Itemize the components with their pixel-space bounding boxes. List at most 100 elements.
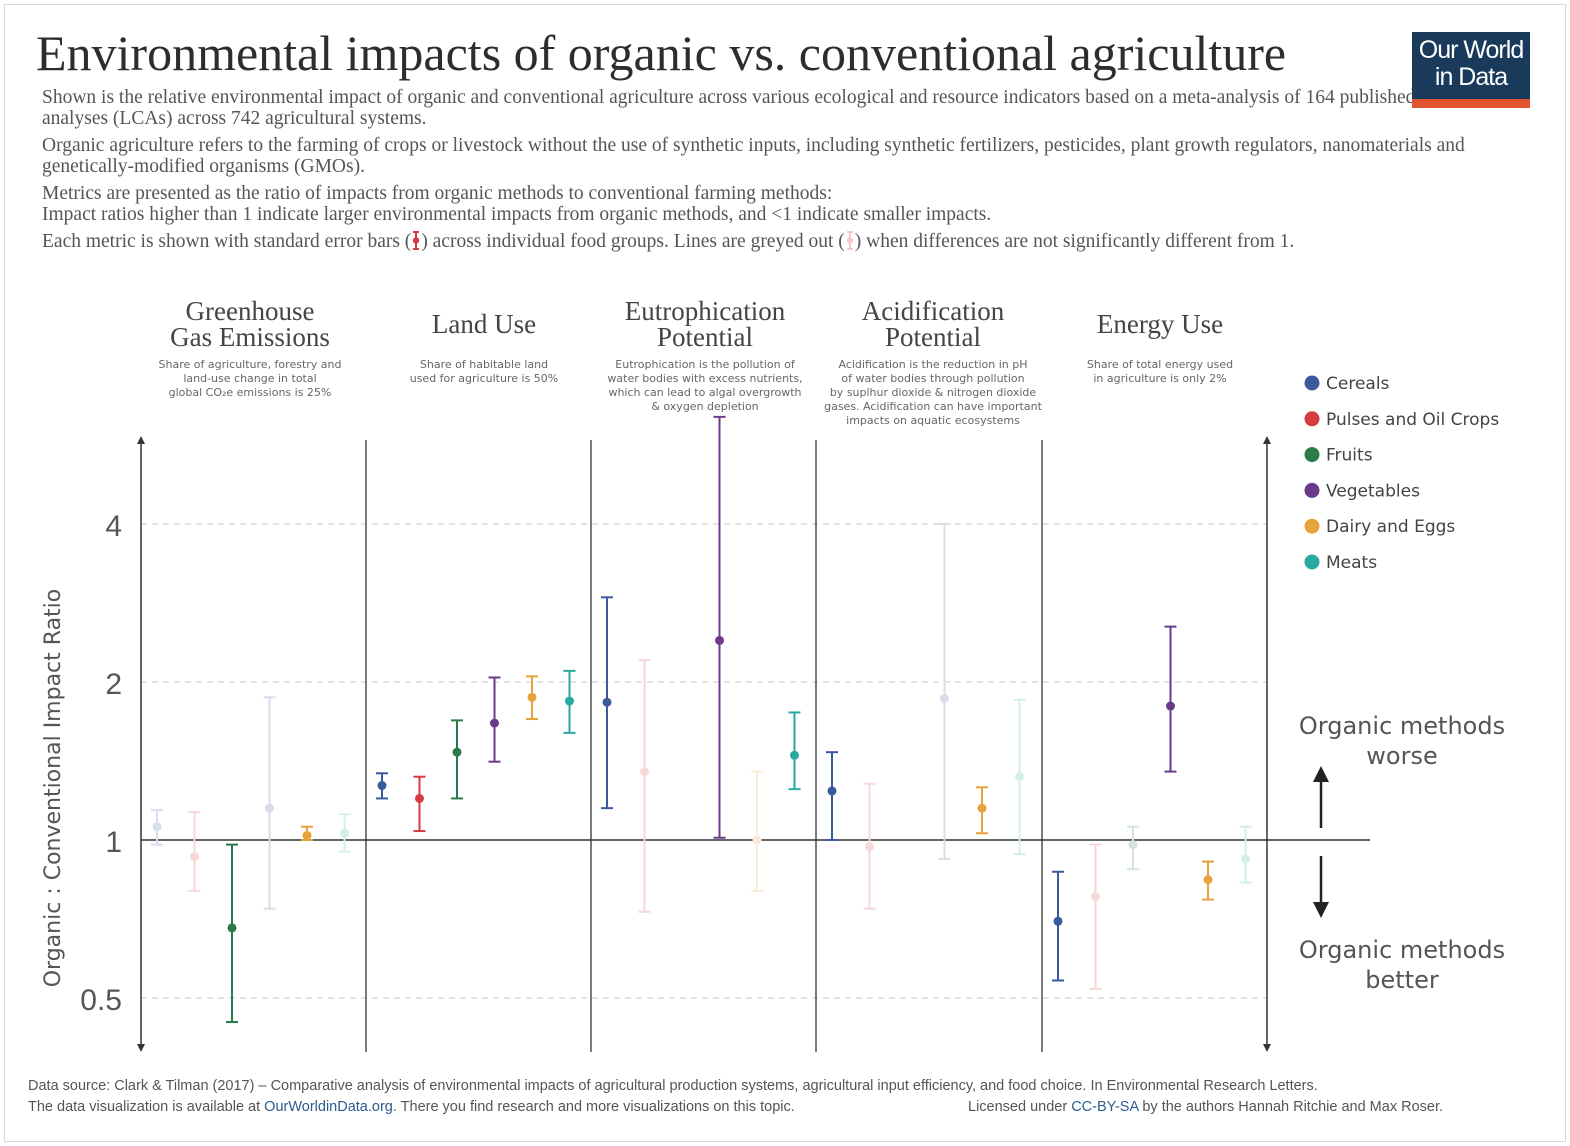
panel-note-line: Acidification is the reduction in pH bbox=[839, 358, 1028, 371]
greyed-errorbar-icon bbox=[846, 231, 853, 250]
y-tick-label: 4 bbox=[105, 510, 122, 543]
panel-note-line: Eutrophication is the pollution of bbox=[615, 358, 796, 371]
point-cereals bbox=[602, 697, 612, 707]
point-cereals bbox=[1053, 916, 1063, 926]
left-axis-arrowhead-up bbox=[137, 436, 145, 444]
panel-title-line: Greenhouse bbox=[186, 296, 315, 326]
panel-note-line: of water bodies through pollution bbox=[841, 372, 1024, 385]
annotation-better-line: Organic methods bbox=[1299, 936, 1505, 964]
panel-note-line: water bodies with excess nutrients, bbox=[607, 372, 802, 385]
panel-note-line: impacts on aquatic ecosystems bbox=[846, 414, 1020, 427]
panel-note-line: gases. Acidification can have important bbox=[824, 400, 1042, 413]
legend-label: Meats bbox=[1326, 553, 1377, 573]
point-dairy-and-eggs bbox=[527, 692, 537, 702]
panel-title-line: Gas Emissions bbox=[170, 322, 330, 352]
panel-note-line: global CO₂e emissions is 25% bbox=[169, 386, 332, 399]
better-arrow-icon bbox=[1313, 902, 1329, 918]
point-vegetables bbox=[490, 718, 499, 728]
point-cereals bbox=[152, 822, 162, 832]
panel-note-line: & oxygen depletion bbox=[651, 400, 758, 413]
point-vegetables bbox=[715, 635, 724, 645]
legend-marker-cereals bbox=[1304, 375, 1320, 391]
worse-arrow-icon bbox=[1313, 766, 1329, 782]
point-pulses-and-oil-crops bbox=[640, 767, 649, 777]
legend-label: Dairy and Eggs bbox=[1326, 517, 1455, 537]
page-frame bbox=[4, 4, 1566, 1142]
point-meats bbox=[790, 750, 799, 760]
logo-line-2: in Data bbox=[1434, 63, 1508, 91]
y-tick-label: 0.5 bbox=[80, 984, 122, 1017]
panel-note-line: Share of habitable land bbox=[420, 358, 548, 371]
panel-note-line: used for agriculture is 50% bbox=[410, 372, 559, 385]
footer-row-2: The data visualization is available at O… bbox=[28, 1097, 1528, 1118]
point-dairy-and-eggs bbox=[977, 803, 987, 813]
panel-title-line: Acidification bbox=[862, 296, 1005, 326]
point-fruits bbox=[1128, 840, 1138, 850]
panel-note-line: in agriculture is only 2% bbox=[1093, 372, 1226, 385]
chart-title: Environmental impacts of organic vs. con… bbox=[36, 25, 1287, 81]
owid-logo[interactable]: Our World in Data bbox=[1412, 32, 1530, 108]
panel-note-line: Share of agriculture, forestry and bbox=[159, 358, 342, 371]
panel-title-line: Land Use bbox=[432, 309, 536, 339]
subtitle-paragraph-1: Shown is the relative environmental impa… bbox=[42, 87, 1494, 129]
panel-note-line: by suplhur dioxide & nitrogen dioxide bbox=[830, 386, 1037, 399]
panel-title-line: Energy Use bbox=[1097, 309, 1223, 339]
point-meats bbox=[1241, 854, 1250, 864]
footer-viz-suffix: . There you find research and more visua… bbox=[392, 1099, 795, 1115]
legend-marker-pulses-and-oil-crops bbox=[1304, 411, 1320, 427]
footer: Data source: Clark & Tilman (2017) – Com… bbox=[28, 1076, 1528, 1118]
footer-source: Data source: Clark & Tilman (2017) – Com… bbox=[28, 1078, 1318, 1094]
point-fruits bbox=[227, 923, 237, 933]
subtitle-paragraph-4: Each metric is shown with standard error… bbox=[42, 231, 1532, 252]
legend-label: Fruits bbox=[1326, 446, 1373, 466]
legend-label: Cereals bbox=[1326, 374, 1390, 394]
point-dairy-and-eggs bbox=[752, 835, 762, 845]
y-axis-label: Organic : Conventional Impact Ratio bbox=[41, 589, 66, 988]
subtitle-paragraph-2: Organic agriculture refers to the farmin… bbox=[42, 135, 1465, 177]
point-fruits bbox=[452, 747, 462, 757]
annotation-better-line: better bbox=[1365, 966, 1439, 994]
logo-accent-bar bbox=[1412, 99, 1530, 108]
point-meats bbox=[1015, 772, 1024, 782]
right-axis-arrowhead-down bbox=[1263, 1044, 1271, 1052]
subtitle-paragraph-3a: Metrics are presented as the ratio of im… bbox=[42, 183, 833, 204]
point-vegetables bbox=[940, 694, 949, 704]
logo-line-1: Our World bbox=[1418, 36, 1524, 64]
annotation-worse-line: Organic methods bbox=[1299, 712, 1505, 740]
point-meats bbox=[340, 828, 349, 838]
annotation-worse-line: worse bbox=[1366, 742, 1437, 770]
panel-note-line: land-use change in total bbox=[183, 372, 316, 385]
panel-note-line: which can lead to algal overgrowth bbox=[608, 386, 801, 399]
panel-title-line: Eutrophication bbox=[625, 296, 786, 326]
license-link[interactable]: CC-BY-SA bbox=[1071, 1099, 1139, 1115]
point-cereals bbox=[377, 781, 387, 791]
significant-errorbar-icon bbox=[413, 231, 420, 250]
footer-viz-prefix: The data visualization is available at bbox=[28, 1099, 265, 1115]
left-axis-arrowhead-down bbox=[137, 1044, 145, 1052]
legend-marker-vegetables bbox=[1304, 482, 1320, 498]
point-dairy-and-eggs bbox=[302, 830, 312, 840]
panel-note-line: Share of total energy used bbox=[1087, 358, 1233, 371]
point-pulses-and-oil-crops bbox=[190, 852, 199, 862]
license-prefix: Licensed under bbox=[968, 1099, 1072, 1115]
legend-label: Pulses and Oil Crops bbox=[1326, 410, 1499, 430]
chart-subtitle: Shown is the relative environmental impa… bbox=[42, 87, 1532, 258]
legend-label: Vegetables bbox=[1326, 481, 1420, 501]
footer-license: Licensed under CC-BY-SA by the authors H… bbox=[968, 1097, 1443, 1118]
owid-link[interactable]: OurWorldinData.org bbox=[264, 1099, 393, 1115]
y-tick-label: 2 bbox=[105, 668, 122, 701]
point-pulses-and-oil-crops bbox=[865, 842, 874, 852]
license-suffix: by the authors Hannah Ritchie and Max Ro… bbox=[1138, 1099, 1444, 1115]
subtitle-paragraph-3b: Impact ratios higher than 1 indicate lar… bbox=[42, 204, 992, 225]
panel-title-line: Potential bbox=[657, 322, 753, 352]
point-vegetables bbox=[265, 803, 274, 813]
point-vegetables bbox=[1166, 701, 1175, 711]
legend-marker-fruits bbox=[1304, 447, 1320, 463]
subtitle-p4-part-a: Each metric is shown with standard error… bbox=[42, 231, 412, 252]
point-pulses-and-oil-crops bbox=[1091, 892, 1100, 902]
right-axis-arrowhead-up bbox=[1263, 436, 1271, 444]
legend-marker-meats bbox=[1304, 554, 1320, 570]
point-dairy-and-eggs bbox=[1203, 875, 1213, 885]
point-meats bbox=[565, 696, 574, 706]
